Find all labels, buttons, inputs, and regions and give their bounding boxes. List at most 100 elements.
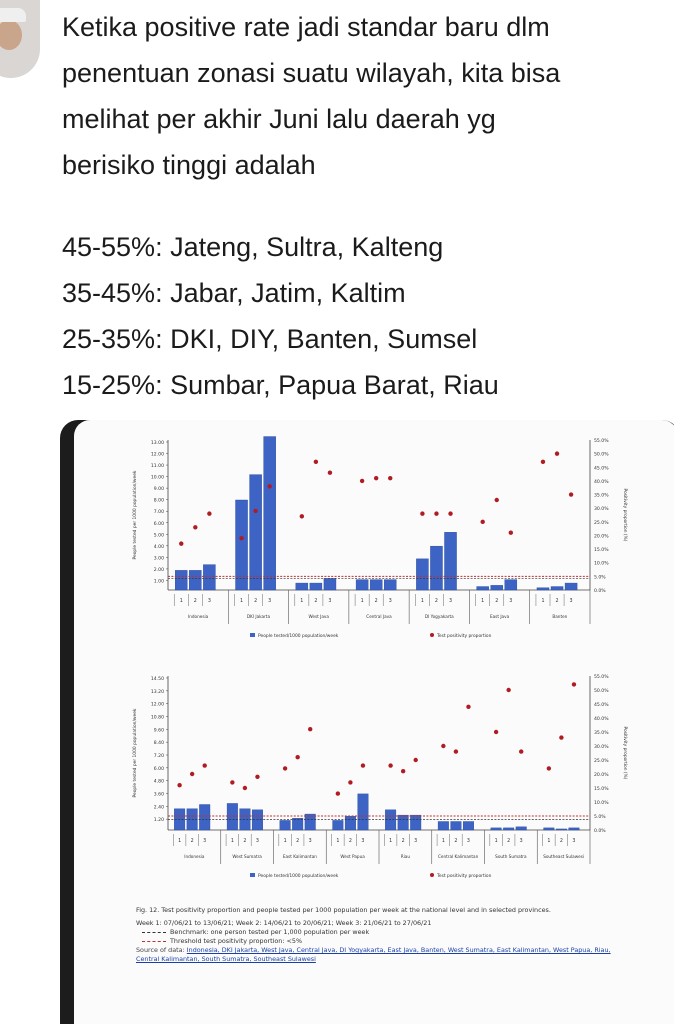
data-sources-links[interactable]: Indonesia, DKI Jakarta, West Java, Centr… (136, 946, 611, 963)
positivity-point (373, 475, 379, 481)
legend-dot-label: Test positivity proportion (436, 873, 492, 879)
bar (437, 821, 449, 831)
week-tick-label: 2 (435, 598, 438, 604)
bar (490, 585, 503, 591)
week-tick-label: 2 (560, 838, 563, 844)
week-tick-label: 3 (328, 598, 331, 604)
group-label: Banten (552, 614, 567, 619)
group-label: Central Kalimantan (438, 854, 479, 859)
bar (189, 570, 202, 591)
positivity-charts: 13.0012.0011.0010.009.008.007.006.005.00… (132, 436, 628, 879)
y-tick-label: 5.00 (154, 532, 164, 538)
avatar[interactable] (0, 0, 40, 78)
bar (536, 587, 550, 591)
bar (292, 818, 304, 831)
y-tick-label: 2.00 (154, 567, 164, 573)
y-axis-label: People tested per 1000 population/week (132, 708, 138, 797)
week-tick-label: 1 (547, 838, 550, 844)
positivity-point (348, 780, 353, 785)
group-label: South Sumatra (495, 854, 527, 859)
positivity-point (441, 743, 446, 749)
week-tick-label: 2 (349, 838, 352, 844)
y-tick-label: 4.80 (154, 779, 164, 785)
positivity-point (253, 508, 258, 514)
week-tick-label: 1 (284, 838, 287, 844)
y-tick-label: 12.00 (151, 452, 164, 458)
positivity-point (519, 749, 524, 754)
threshold-note: Threshold test positivity proportion: <5… (136, 937, 616, 946)
y2-tick-label: 10.0% (594, 800, 609, 806)
y2-tick-label: 50.0% (594, 452, 609, 458)
week-tick-label: 2 (556, 598, 559, 604)
positivity-point (546, 766, 552, 771)
week-tick-label: 3 (268, 598, 271, 604)
attached-image[interactable]: 13.00 12.00 11.00 10.00 9.00 8.00 7.00 6.00 5.00… (60, 420, 674, 1024)
bar (279, 820, 291, 831)
y-axis-label: People tested per 1000 population/week (132, 470, 138, 559)
bar (504, 579, 518, 591)
y2-tick-label: 50.0% (594, 688, 609, 694)
positivity-point (267, 484, 272, 489)
y2-axis-label: Positivity proportion (%) (622, 726, 628, 779)
y-tick-label: 10.00 (151, 475, 164, 481)
y2-tick-label: 55.0% (594, 438, 609, 444)
week-tick-label: 2 (454, 838, 457, 844)
bar (416, 558, 429, 591)
week-tick-label: 2 (375, 598, 378, 604)
positivity-point (179, 541, 184, 546)
positivity-point (313, 459, 319, 465)
bar (175, 570, 188, 591)
positivity-point (466, 704, 471, 709)
y2-tick-label: 5.0% (594, 814, 606, 820)
y2-tick-label: 20.0% (594, 533, 609, 539)
week-tick-label: 3 (256, 838, 259, 844)
positivity-point (388, 475, 393, 481)
y-tick-label: 8.40 (154, 740, 164, 746)
bar (385, 809, 397, 831)
week-tick-label: 1 (300, 598, 303, 604)
risk-range-line: 35-45%: Jabar, Jatim, Kaltim (62, 278, 406, 308)
y-tick-label: 2.40 (154, 804, 164, 810)
bar (564, 582, 578, 591)
bar (323, 578, 337, 591)
tweet-line: berisiko tinggi adalah (62, 150, 316, 180)
positivity-point (282, 766, 288, 771)
risk-range-line: 15-25%: Sumbar, Papua Barat, Riau (62, 370, 499, 400)
positivity-point (506, 687, 511, 693)
y2-tick-label: 5.0% (594, 574, 606, 580)
legend-bar-swatch (250, 633, 255, 637)
week-tick-label: 1 (180, 598, 183, 604)
week-tick-label: 2 (254, 598, 257, 604)
data-sources: Source of data: Indonesia, DKI Jakarta, … (136, 946, 616, 964)
data-sources-label: Source of data: (136, 946, 185, 954)
week-tick-label: 3 (520, 838, 523, 844)
y-tick-label: 3.00 (154, 555, 164, 561)
positivity-point (434, 511, 439, 516)
positivity-point (571, 682, 577, 687)
group-label: Indonesia (188, 614, 209, 619)
week-tick-label: 1 (495, 838, 498, 844)
risk-range-line: 25-35%: DKI, DIY, Banten, Sumsel (62, 324, 478, 354)
benchmark-note: Benchmark: one person tested per 1,000 p… (136, 928, 616, 937)
y2-tick-label: 40.0% (594, 479, 609, 485)
group-label: DI Yogyakarta (425, 614, 454, 619)
bar (357, 793, 369, 831)
bar (235, 499, 248, 591)
positivity-point (480, 519, 485, 525)
y-tick-label: 3.60 (154, 792, 164, 798)
positivity-point (540, 459, 546, 465)
week-tick-label: 3 (467, 838, 470, 844)
bar (410, 814, 422, 831)
bar (503, 827, 515, 831)
week-definitions: Week 1: 07/06/21 to 13/06/21; Week 2: 14… (136, 919, 432, 927)
positivity-point (453, 749, 459, 754)
group-label: DKI Jakarta (247, 614, 271, 619)
positivity-point (189, 771, 195, 777)
bar (490, 827, 502, 831)
y-tick-label: 7.00 (154, 509, 164, 515)
bar (263, 436, 276, 591)
legend-bar-label: People tested/1000 population/week (258, 873, 339, 879)
positivity-point (335, 791, 341, 796)
positivity-point (230, 780, 235, 785)
week-tick-label: 3 (572, 838, 575, 844)
